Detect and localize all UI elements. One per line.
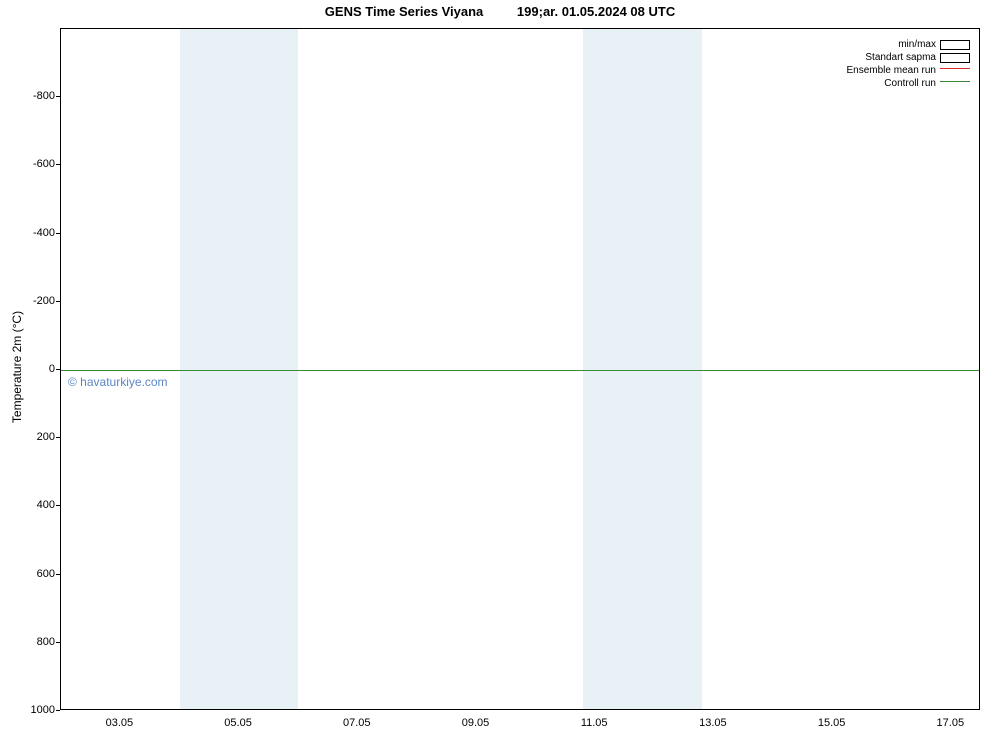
- legend-item-label: Standart sapma: [865, 51, 936, 64]
- legend: min/maxStandart sapmaEnsemble mean runCo…: [847, 38, 971, 90]
- legend-swatch: [940, 81, 970, 82]
- x-tick-label: 15.05: [818, 717, 846, 729]
- legend-item: Controll run: [847, 77, 971, 90]
- plot-area: [60, 28, 980, 710]
- y-tick-label: 0: [20, 363, 55, 375]
- chart-title: GENS Time Series Viyana 199;ar. 01.05.20…: [0, 4, 1000, 19]
- x-tick-label: 09.05: [462, 717, 490, 729]
- watermark: © havaturkiye.com: [68, 375, 168, 389]
- shaded-band: [583, 29, 702, 709]
- legend-item-label: Controll run: [884, 77, 936, 90]
- y-tick-mark: [56, 369, 60, 370]
- controll-run-line: [61, 370, 979, 372]
- x-tick-label: 07.05: [343, 717, 371, 729]
- y-tick-mark: [56, 96, 60, 97]
- y-tick-mark: [56, 710, 60, 711]
- temperature-timeseries-chart: GENS Time Series Viyana 199;ar. 01.05.20…: [0, 0, 1000, 733]
- y-tick-label: 400: [20, 499, 55, 511]
- legend-swatch: [940, 40, 970, 50]
- legend-item: min/max: [847, 38, 971, 51]
- y-tick-label: 800: [20, 636, 55, 648]
- chart-title-left: GENS Time Series Viyana: [325, 4, 484, 19]
- y-tick-mark: [56, 437, 60, 438]
- y-tick-mark: [56, 301, 60, 302]
- y-tick-mark: [56, 642, 60, 643]
- y-tick-mark: [56, 574, 60, 575]
- legend-item-label: min/max: [898, 38, 936, 51]
- legend-swatch: [940, 53, 970, 63]
- y-tick-mark: [56, 505, 60, 506]
- legend-item-label: Ensemble mean run: [847, 64, 937, 77]
- legend-item: Ensemble mean run: [847, 64, 971, 77]
- x-tick-label: 05.05: [224, 717, 252, 729]
- y-tick-label: 600: [20, 568, 55, 580]
- chart-title-right: 199;ar. 01.05.2024 08 UTC: [517, 4, 675, 19]
- y-tick-label: -200: [20, 295, 55, 307]
- y-tick-label: -400: [20, 227, 55, 239]
- y-tick-mark: [56, 233, 60, 234]
- x-tick-label: 03.05: [106, 717, 134, 729]
- y-tick-label: -800: [20, 90, 55, 102]
- y-tick-label: 1000: [20, 704, 55, 716]
- shaded-band: [180, 29, 299, 709]
- y-tick-label: -600: [20, 158, 55, 170]
- y-tick-mark: [56, 164, 60, 165]
- legend-swatch: [940, 68, 970, 69]
- x-tick-label: 17.05: [937, 717, 965, 729]
- y-tick-label: 200: [20, 431, 55, 443]
- x-tick-label: 11.05: [581, 717, 608, 729]
- legend-item: Standart sapma: [847, 51, 971, 64]
- x-tick-label: 13.05: [699, 717, 727, 729]
